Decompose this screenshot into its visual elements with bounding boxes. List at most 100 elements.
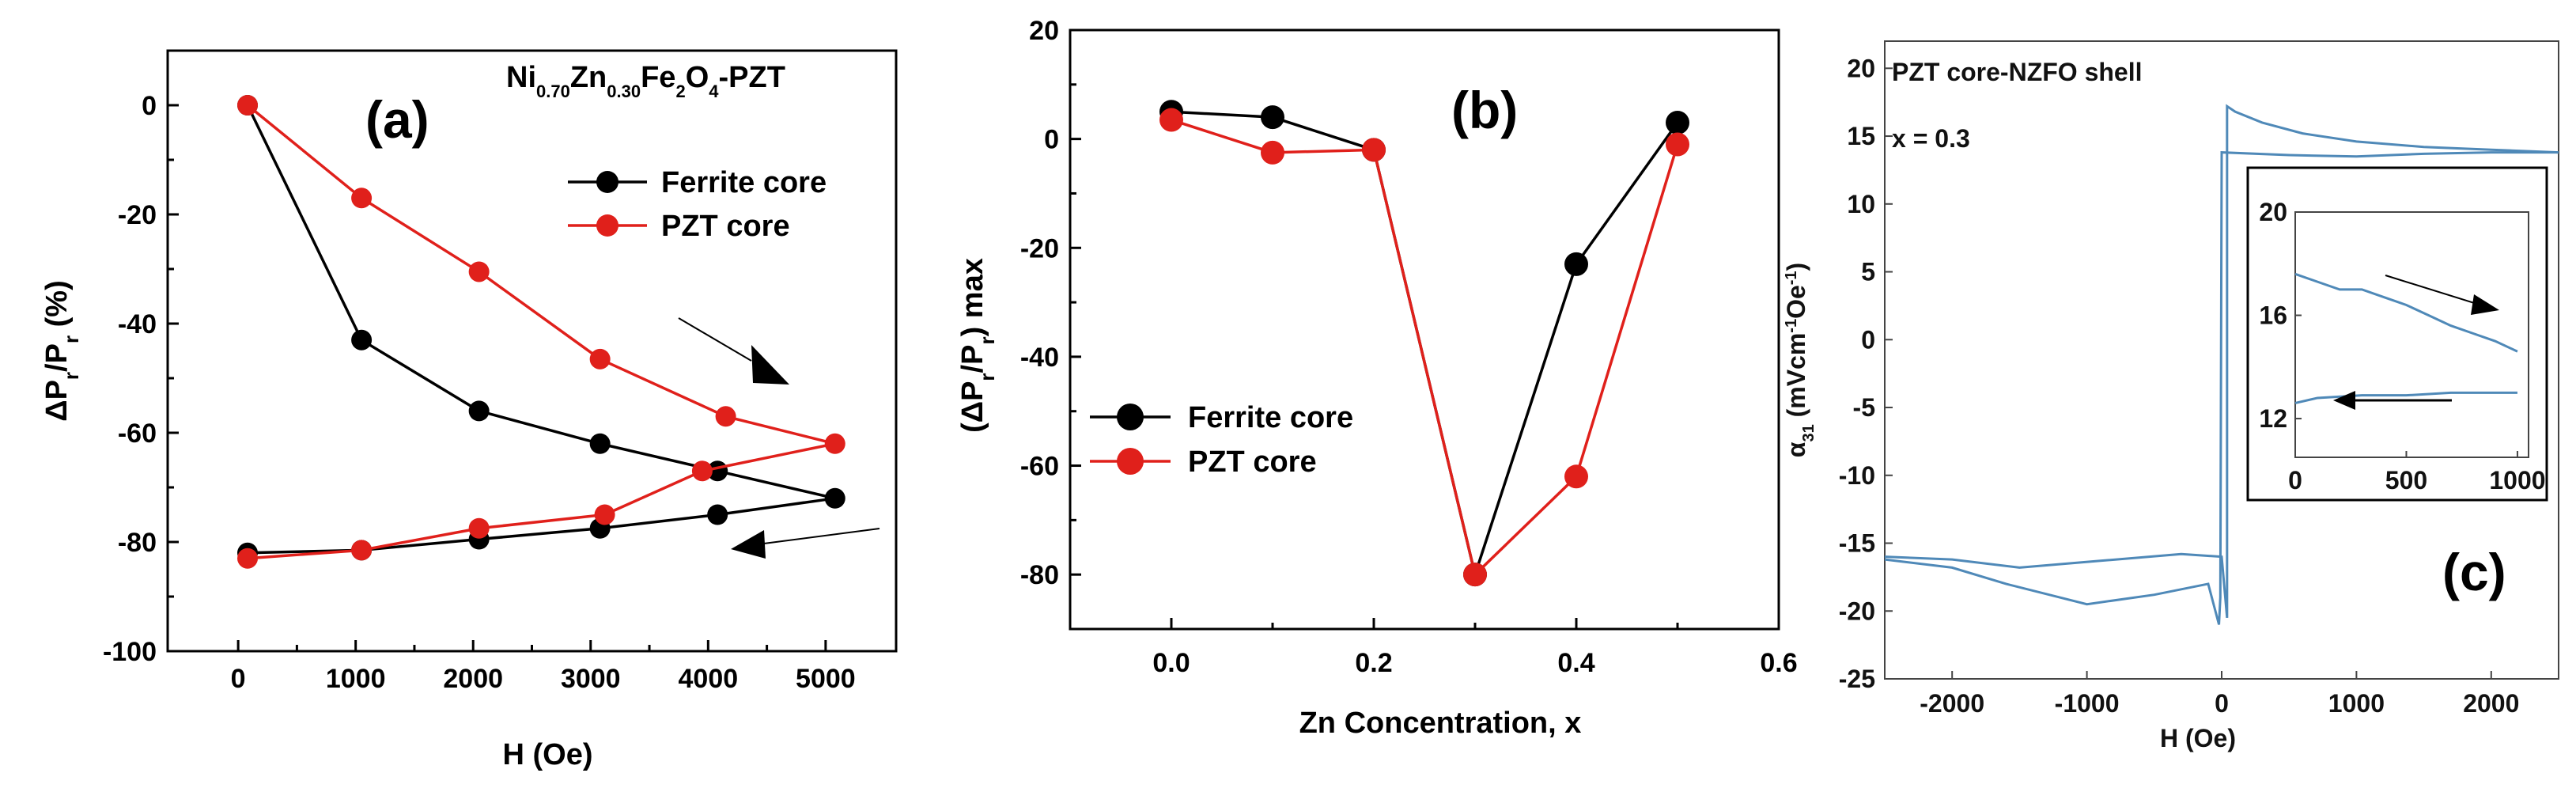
panel-b-xtick-label: 0.2 bbox=[1355, 648, 1392, 678]
panel-c-annotation: x = 0.3 bbox=[1892, 124, 1970, 153]
panel-b-ytick-label: -20 bbox=[1020, 233, 1059, 263]
panel-a-pzt-point bbox=[715, 406, 736, 427]
panel-c-xtick-label: 0 bbox=[2215, 689, 2229, 718]
panel-b-pzt-point bbox=[1564, 464, 1588, 489]
panel-c-y-axis-label-part: 31 bbox=[1800, 424, 1818, 441]
panel-b-legend-label: PZT core bbox=[1188, 445, 1317, 479]
panel-b-frame bbox=[1069, 28, 1780, 631]
panel-a-pzt-point bbox=[237, 548, 259, 569]
panel-a-ytick-label: -100 bbox=[103, 637, 157, 667]
panel-b-y-axis-label-part: (ΔP bbox=[956, 381, 989, 433]
panel-a-frame bbox=[166, 49, 898, 653]
panel-c-ytick-label: 20 bbox=[1847, 54, 1875, 82]
panel-a-pzt-point bbox=[824, 433, 845, 454]
panel-a-xtick-label: 4000 bbox=[679, 664, 739, 694]
panel-a-ferrite-point bbox=[468, 400, 490, 422]
panel-c-y-axis-label-part: α bbox=[1782, 441, 1810, 457]
panel-a-xtick-label: 0 bbox=[231, 664, 246, 694]
panel-c-inset-frame bbox=[2294, 211, 2529, 458]
panel-a-title-part: Ni bbox=[506, 61, 536, 94]
panel-b-chart: 20 0 -20 -40 -60 -80 0.0 0.2 0.4 0.6 Zn Concentrat… bbox=[956, 16, 1798, 740]
panel-a-ytick-label: -20 bbox=[118, 200, 157, 230]
panel-a-pzt-point bbox=[594, 504, 615, 525]
panel-a-ferrite-point bbox=[351, 329, 373, 351]
panel-b-ytick-label: -60 bbox=[1020, 452, 1059, 482]
panel-a-pzt-point bbox=[468, 261, 490, 282]
panel-b-ytick-label: -40 bbox=[1020, 343, 1059, 373]
panel-a-title-part: 0.30 bbox=[607, 81, 641, 101]
panel-a-xtick-label: 1000 bbox=[326, 664, 386, 694]
panel-a-title-part: 0.70 bbox=[536, 81, 570, 101]
panel-a-ytick-label: -80 bbox=[118, 528, 157, 558]
panel-c-inset-arrow-right-head bbox=[2471, 294, 2499, 315]
panel-b-legend-label: Ferrite core bbox=[1188, 401, 1353, 434]
panel-a-title-part: 2 bbox=[675, 81, 685, 101]
panel-c-inset-trace-increasing bbox=[2294, 391, 2517, 404]
panel-a-ferrite-point bbox=[589, 433, 611, 454]
panel-a-pzt-point bbox=[468, 517, 490, 539]
panel-a-ferrite-point bbox=[824, 487, 845, 509]
panel-b-ferrite-point bbox=[1666, 110, 1689, 135]
panel-b-pzt-point bbox=[1261, 140, 1284, 165]
panel-c-ytick-label: 0 bbox=[1861, 325, 1875, 354]
panel-b-y-axis-label-part: ) max bbox=[956, 258, 989, 336]
panel-a-ytick-label: 0 bbox=[142, 91, 157, 121]
panel-c-inset-trace-decreasing bbox=[2294, 272, 2518, 353]
panel-c-ytick-label: -10 bbox=[1839, 461, 1875, 490]
panel-b-y-axis-label-part: r bbox=[975, 373, 999, 381]
panel-b-ferrite-point bbox=[1564, 252, 1588, 276]
panel-b-pzt-point bbox=[1362, 138, 1386, 162]
panel-b-pzt-point bbox=[1666, 132, 1689, 157]
panel-b-y-axis-label-part: /P bbox=[956, 345, 989, 373]
panel-a-ytick-label: -60 bbox=[118, 419, 157, 449]
panel-c-y-axis-label-part: (mVcm bbox=[1782, 333, 1810, 425]
panel-c-inset-xtick-label: 0 bbox=[2288, 466, 2302, 495]
panel-a-legend-marker bbox=[596, 214, 618, 237]
panel-c-xtick-label: 1000 bbox=[2328, 689, 2385, 718]
panel-c-xtick-label: 2000 bbox=[2463, 689, 2519, 718]
panel-b-label: (b) bbox=[1451, 81, 1518, 139]
panel-a-chart: 0 -20 -40 -60 -80 -100 0 1000 2000 3000 4000 5000 H … bbox=[40, 49, 898, 771]
panel-a-y-axis-label-part: (%) bbox=[40, 280, 74, 335]
panel-c-ytick-label: -20 bbox=[1839, 597, 1875, 625]
panel-a-y-axis-label-part: r bbox=[59, 335, 83, 343]
panel-b-y-axis-label: (ΔPr/Pr) max bbox=[956, 258, 999, 433]
panel-a-y-axis-label: ΔPr/Pr (%) bbox=[40, 280, 83, 421]
panel-a-pzt-point bbox=[237, 95, 259, 116]
panel-a-title-part: Zn bbox=[570, 61, 607, 94]
panel-b-ytick-label: -80 bbox=[1020, 560, 1059, 590]
panel-a-label: (a) bbox=[365, 90, 429, 149]
panel-c-y-axis-label-part: ) bbox=[1782, 263, 1810, 271]
panel-b-x-axis-label: Zn Concentration, x bbox=[1299, 707, 1582, 740]
panel-c-ytick-label: -5 bbox=[1853, 393, 1875, 422]
panel-b-xtick-label: 0.6 bbox=[1760, 648, 1797, 678]
panel-c-xtick-label: -2000 bbox=[1920, 689, 1984, 718]
panel-a-arrow-up-head bbox=[751, 345, 789, 385]
panel-a-x-axis-label: H (Oe) bbox=[503, 738, 593, 771]
panel-c-x-axis-label: H (Oe) bbox=[2160, 724, 2236, 752]
panel-c-ytick-label: 5 bbox=[1861, 258, 1875, 286]
panel-c-ytick-label: -15 bbox=[1839, 529, 1875, 558]
panel-a-y-axis-label-part: /P bbox=[40, 343, 74, 372]
panel-c-trace-decreasing bbox=[1884, 104, 2559, 618]
panel-a-legend-label: Ferrite core bbox=[661, 166, 827, 199]
panel-b-pzt-point bbox=[1463, 563, 1487, 587]
panel-b-ferrite-point bbox=[1261, 105, 1284, 130]
panel-a-title-part: 4 bbox=[709, 81, 719, 101]
panel-c-inset-xtick-label: 1000 bbox=[2489, 466, 2545, 495]
panel-a-y-axis-label-part: ΔP bbox=[40, 380, 74, 422]
panel-b-xtick-label: 0.4 bbox=[1557, 648, 1594, 678]
panel-a-title-part: Fe bbox=[641, 61, 675, 94]
panel-b-ytick-label: 0 bbox=[1044, 125, 1059, 155]
panel-b-legend-marker bbox=[1117, 448, 1144, 475]
panel-c-inset-ytick-label: 12 bbox=[2259, 404, 2287, 433]
panel-a-title: Ni0.70Zn0.30Fe2O4-PZT bbox=[506, 61, 785, 101]
panel-a-title-part: O bbox=[686, 61, 709, 94]
panel-c-y-axis-label: α31 (mVcm-1Oe-1) bbox=[1782, 263, 1818, 457]
panel-a-xtick-label: 2000 bbox=[443, 664, 503, 694]
panel-a-pzt-point bbox=[691, 460, 713, 482]
panel-c-inset-box bbox=[2246, 166, 2548, 502]
panel-a-y-axis-label-part: r bbox=[59, 372, 83, 380]
panel-a-ytick-label: -40 bbox=[118, 309, 157, 339]
